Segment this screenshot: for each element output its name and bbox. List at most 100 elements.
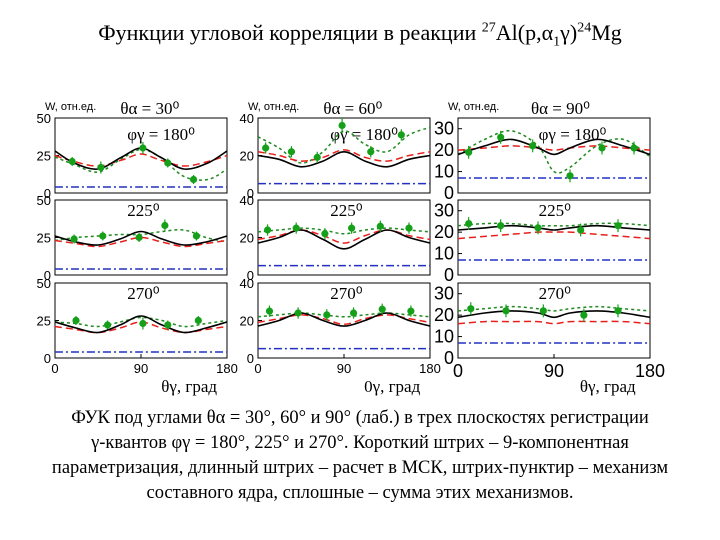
y-tick-label: 0	[247, 186, 254, 201]
y-tick-label: 25	[37, 149, 51, 164]
data-point	[161, 221, 169, 230]
theta-alpha-label: θα = 60⁰	[323, 99, 382, 118]
y-tick-label: 20	[434, 222, 454, 242]
theta-alpha-label: θα = 90⁰	[531, 99, 590, 118]
data-point	[407, 307, 415, 315]
x-tick-label: 90	[134, 361, 148, 376]
data-point	[97, 163, 105, 172]
param-curve	[257, 126, 431, 164]
data-point	[135, 233, 143, 242]
x-tick-label: 180	[216, 361, 238, 376]
y-tick-label: 50	[37, 111, 51, 126]
phi-label: 270⁰	[330, 284, 363, 303]
msk-curve	[257, 229, 431, 244]
sum-curve	[54, 147, 228, 170]
data-point	[348, 224, 356, 232]
y-tick-label: 0	[44, 268, 51, 283]
param-curve	[257, 227, 431, 235]
y-tick-label: 0	[444, 183, 454, 203]
y-tick-label: 30	[434, 284, 454, 304]
y-tick-label: 25	[37, 231, 51, 246]
data-point	[262, 144, 270, 152]
msk-curve	[457, 231, 651, 240]
phi-label: φγ = 180⁰	[539, 125, 607, 144]
y-tick-label: 20	[434, 140, 454, 160]
data-point	[294, 309, 302, 317]
msk-curve	[457, 320, 651, 325]
data-point	[529, 142, 537, 150]
data-point	[465, 219, 473, 228]
y-tick-label: 10	[434, 244, 454, 264]
data-point	[577, 226, 585, 234]
data-point	[566, 172, 574, 180]
data-point	[287, 148, 296, 156]
x-tick-label: 180	[419, 361, 441, 376]
data-point	[194, 316, 202, 325]
msk-curve	[54, 236, 228, 248]
y-tick-label: 20	[240, 149, 254, 164]
data-point	[497, 133, 505, 141]
data-point	[68, 157, 76, 166]
caption-line: параметризация, длинный штрих – расчет в…	[51, 458, 669, 478]
y-tick-label: 25	[37, 314, 51, 329]
data-point	[139, 144, 147, 152]
y-tick-label: 40	[240, 193, 254, 208]
panel-frame	[457, 199, 651, 276]
y-tick-label: 0	[247, 351, 254, 366]
panel-frame	[457, 117, 651, 194]
y-tick-label: 20	[240, 314, 254, 329]
slide-title: Функции угловой корреляции в реакции 27A…	[98, 20, 622, 50]
sum-curve	[257, 312, 431, 327]
data-point	[139, 319, 147, 328]
y-axis-label: W, отн.ед.	[248, 101, 299, 113]
x-axis-label: θγ, град	[161, 377, 217, 396]
data-point	[580, 311, 588, 319]
data-point	[192, 232, 201, 240]
data-point	[349, 309, 358, 317]
phi-label: 225⁰	[127, 201, 159, 220]
x-tick-label: 0	[51, 361, 58, 376]
x-axis-label: θγ, град	[580, 377, 636, 396]
sum-curve	[457, 138, 651, 156]
x-tick-label: 180	[635, 361, 665, 381]
x-tick-label: 90	[544, 361, 564, 381]
data-point	[164, 159, 172, 167]
y-tick-label: 0	[444, 348, 454, 368]
data-point	[313, 153, 321, 161]
data-point	[99, 232, 107, 240]
data-point	[367, 148, 375, 156]
caption-line: составного ядра, сплошные – сумма этих м…	[146, 483, 574, 503]
data-point	[614, 222, 622, 230]
data-point	[321, 230, 329, 238]
y-tick-label: 0	[444, 265, 454, 285]
data-point	[263, 226, 272, 234]
msk-curve	[257, 149, 431, 162]
data-point	[497, 222, 505, 230]
data-point	[598, 144, 606, 152]
phi-label: 225⁰	[539, 201, 572, 220]
phi-label: 270⁰	[127, 284, 159, 303]
data-point	[103, 321, 112, 329]
x-tick-label: 0	[453, 361, 463, 381]
data-point	[189, 175, 198, 184]
sum-curve	[257, 229, 431, 250]
y-tick-label: 20	[240, 231, 254, 246]
y-tick-label: 50	[37, 276, 51, 291]
data-point	[614, 307, 622, 315]
data-point	[164, 321, 172, 329]
data-point	[467, 305, 475, 313]
y-tick-label: 0	[44, 186, 51, 201]
data-point	[534, 224, 542, 232]
y-tick-label: 40	[240, 276, 254, 291]
data-point	[338, 121, 346, 130]
caption-line: γ-квантов φγ = 180°, 225° и 270°. Коротк…	[91, 433, 629, 453]
caption-line: ФУК под углами θα = 30°, 60° и 90° (лаб.…	[71, 408, 649, 428]
x-tick-label: 0	[254, 361, 261, 376]
y-tick-label: 30	[434, 119, 454, 139]
y-tick-label: 20	[434, 305, 454, 325]
x-tick-label: 90	[337, 361, 351, 376]
data-point	[265, 307, 274, 315]
y-tick-label: 40	[240, 111, 254, 126]
y-tick-label: 50	[37, 193, 51, 208]
